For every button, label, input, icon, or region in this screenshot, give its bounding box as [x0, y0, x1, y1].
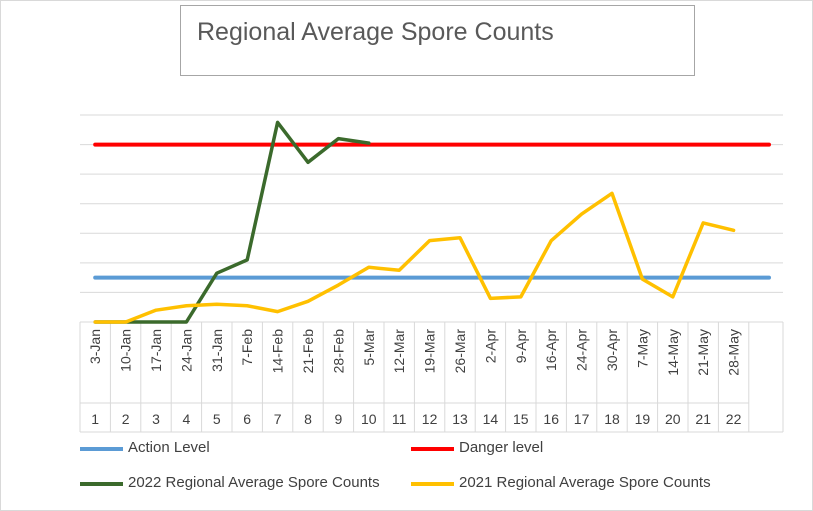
legend-label-action-level: Action Level [128, 439, 210, 456]
x-tick-label-index: 10 [361, 411, 377, 427]
x-tick-label-index: 19 [635, 411, 651, 427]
x-tick-label-date: 3-Jan [87, 329, 103, 364]
x-tick-label-date: 5-Mar [361, 329, 377, 366]
legend-swatch-action-level [80, 447, 123, 451]
x-tick-label-index: 9 [335, 411, 343, 427]
x-tick-label-index: 13 [452, 411, 468, 427]
series-line-2022-counts [93, 120, 371, 324]
x-tick-label-index: 20 [665, 411, 681, 427]
x-tick-label-index: 18 [604, 411, 620, 427]
legend-swatch-danger-level [411, 447, 454, 451]
x-tick-label-index: 22 [726, 411, 742, 427]
x-tick-label-index: 2 [122, 411, 130, 427]
legend-swatch-2022-counts [80, 482, 123, 486]
x-tick-label-index: 14 [483, 411, 499, 427]
x-tick-label-index: 1 [91, 411, 99, 427]
legend-label-2022-counts: 2022 Regional Average Spore Counts [128, 474, 380, 491]
x-tick-label-index: 3 [152, 411, 160, 427]
x-tick-label-index: 12 [422, 411, 438, 427]
chart-title: Regional Average Spore Counts [197, 18, 554, 46]
x-tick-label-date: 24-Apr [574, 329, 590, 371]
x-tick-label-date: 14-Feb [270, 329, 286, 374]
x-tick-label-date: 7-Feb [239, 329, 255, 366]
x-tick-label-index: 21 [695, 411, 711, 427]
x-tick-label-date: 26-Mar [452, 329, 468, 374]
x-tick-label-date: 10-Jan [118, 329, 134, 372]
legend-swatch-2021-counts [411, 482, 454, 486]
x-tick-label-index: 11 [392, 411, 407, 427]
x-tick-label-date: 30-Apr [604, 329, 620, 371]
chart-title-box: Regional Average Spore Counts [180, 5, 695, 76]
x-tick-label-index: 8 [304, 411, 312, 427]
x-tick-label-index: 17 [574, 411, 590, 427]
x-tick-label-date: 31-Jan [209, 329, 225, 372]
series-line-2021-counts [93, 191, 736, 324]
x-tick-label-date: 21-May [695, 329, 711, 376]
x-tick-label-index: 6 [243, 411, 251, 427]
x-tick-label-date: 19-Mar [422, 329, 438, 374]
x-tick-label-date: 21-Feb [300, 329, 316, 374]
x-tick-label-date: 7-May [634, 329, 650, 368]
x-tick-label-date: 14-May [665, 329, 681, 376]
x-tick-label-index: 16 [543, 411, 559, 427]
legend-label-2021-counts: 2021 Regional Average Spore Counts [459, 474, 711, 491]
x-tick-label-date: 9-Apr [513, 329, 529, 364]
x-tick-label-date: 17-Jan [148, 329, 164, 372]
x-tick-label-date: 12-Mar [391, 329, 407, 374]
x-tick-label-index: 4 [183, 411, 191, 427]
x-tick-label-date: 2-Apr [482, 329, 498, 364]
x-tick-label-index: 15 [513, 411, 529, 427]
x-tick-label-date: 28-May [726, 329, 742, 376]
x-tick-label-index: 7 [274, 411, 282, 427]
x-tick-label-index: 5 [213, 411, 221, 427]
x-tick-label-date: 16-Apr [543, 329, 559, 371]
legend-label-danger-level: Danger level [459, 439, 544, 456]
x-tick-label-date: 24-Jan [178, 329, 194, 372]
x-tick-label-date: 28-Feb [330, 329, 346, 374]
